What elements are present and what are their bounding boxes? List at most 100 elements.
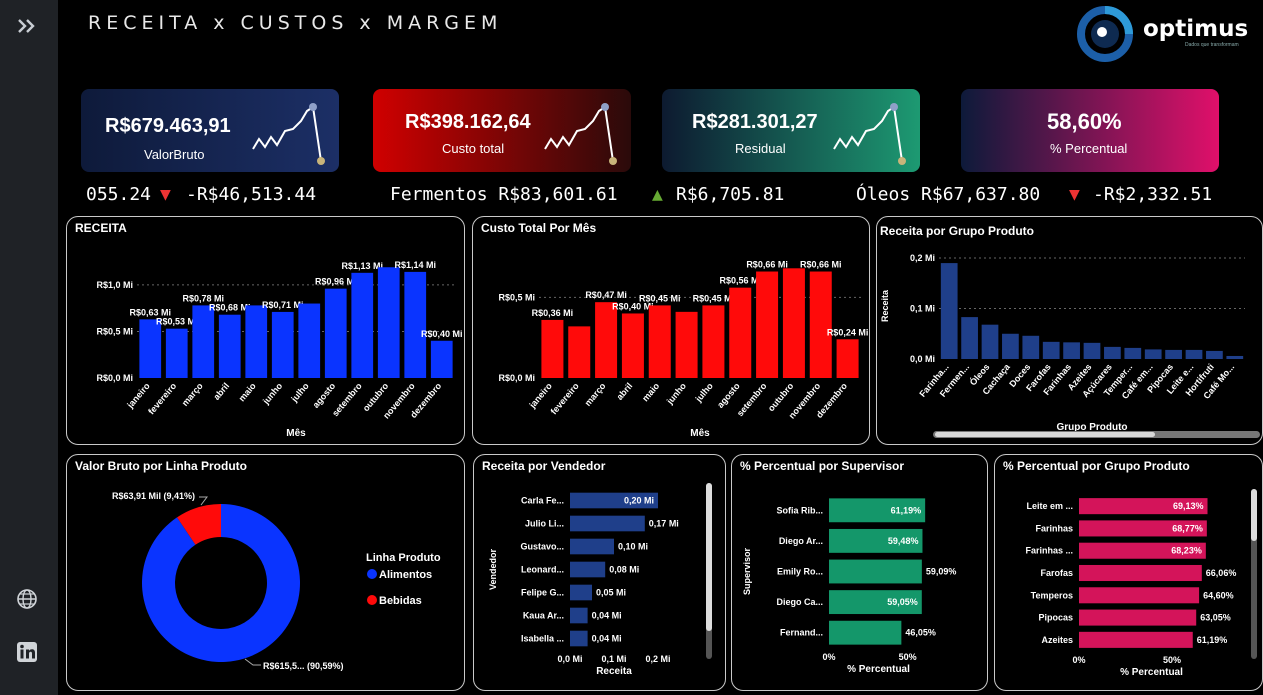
bar: [981, 324, 999, 359]
y-axis-label: Receita: [880, 289, 890, 322]
bar: [829, 498, 926, 523]
ticker: 055.24 ▼ -R$46,513.44 Fermentos R$83,601…: [60, 182, 1263, 208]
y-tick-label: Leonard...: [521, 565, 564, 575]
down-arrow-icon: ▼: [160, 184, 171, 205]
globe-icon[interactable]: [14, 586, 40, 612]
ticker-item: Óleos R$67,637.80: [856, 184, 1041, 205]
bar: [675, 311, 698, 378]
x-tick-label: julho: [693, 380, 715, 404]
y-tick-label: Kaua Ar...: [523, 611, 564, 621]
y-axis-label: Supervisor: [742, 548, 752, 596]
data-label: R$0,71 Mi: [262, 300, 304, 310]
kpi-value: R$281.301,27: [692, 111, 818, 133]
y-tick-label: Diego Ca...: [776, 597, 823, 607]
data-label: R$0,78 Mi: [182, 293, 224, 303]
optimus-logo-icon: [1077, 6, 1133, 62]
bar: [829, 590, 922, 615]
data-label: 0,04 Mi: [592, 634, 622, 644]
bar: [1079, 609, 1197, 626]
x-axis-label: Mês: [690, 428, 710, 439]
data-label: R$0,40 Mi: [612, 301, 654, 311]
bar: [1079, 564, 1202, 582]
horizontal-scrollbar[interactable]: [933, 431, 1260, 438]
down-arrow-icon: ▼: [1069, 184, 1080, 205]
data-label: 46,05%: [905, 628, 936, 638]
supervisor-chart: Sofia Rib... 61,19% Diego Ar... 59,48% Emily…: [742, 498, 956, 675]
bar: [1022, 335, 1040, 359]
sparkline-icon: [544, 103, 617, 165]
bar: [568, 326, 591, 378]
bar: [1206, 350, 1223, 359]
sidebar: [0, 0, 58, 695]
bar: [1042, 341, 1060, 359]
data-label: 61,19%: [891, 505, 922, 515]
bar: [1079, 520, 1207, 537]
bar: [1144, 349, 1162, 359]
x-tick-label: fevereiro: [549, 380, 581, 416]
x-tick-label: junho: [664, 380, 688, 406]
bar: [430, 340, 453, 378]
data-label: R$0,66 Mi: [746, 260, 788, 270]
x-tick-label: 50%: [1163, 655, 1181, 665]
bar: [570, 515, 645, 532]
data-label: R$0,24 Mi: [827, 327, 869, 337]
vertical-scrollbar[interactable]: [1251, 489, 1257, 659]
data-label: 68,77%: [1172, 523, 1203, 533]
bar: [570, 607, 588, 624]
bar: [829, 559, 922, 584]
x-tick-label: 0,0 Mi: [557, 654, 582, 664]
x-tick-label: janeiro: [527, 380, 555, 410]
bar: [829, 528, 923, 553]
data-label: R$0,45 Mi: [693, 293, 735, 303]
data-label: 0,20 Mi: [624, 496, 654, 506]
scrollbar-thumb[interactable]: [935, 432, 1155, 437]
linkedin-icon[interactable]: [14, 639, 40, 665]
data-label: 59,05%: [887, 597, 918, 607]
legend-item: Bebidas: [379, 595, 422, 607]
kpi-card-custo-total: R$398.162,64 Custo total: [373, 89, 631, 172]
chevrons-right-icon[interactable]: [14, 13, 40, 39]
data-label: 0,05 Mi: [596, 588, 626, 598]
x-tick-label: 50%: [899, 652, 917, 662]
ticker-delta: R$6,705.81: [676, 184, 785, 205]
y-tick-label: Fernand...: [780, 628, 823, 638]
vertical-scrollbar[interactable]: [706, 483, 712, 659]
bar: [377, 267, 400, 378]
data-label: R$0,45 Mi: [639, 293, 681, 303]
slice-bebidas: [176, 504, 221, 545]
y-tick-label: Diego Ar...: [779, 536, 823, 546]
bar: [1124, 347, 1142, 359]
data-label: 0,08 Mi: [609, 565, 639, 575]
panel-vendedor: Receita por Vendedor Carla Fe... 0,20 Mi J…: [473, 454, 726, 691]
bar: [1165, 349, 1182, 359]
data-label: 68,23%: [1171, 546, 1202, 556]
data-label: R$0,36 Mi: [532, 308, 574, 318]
y-axis-label: Vendedor: [488, 549, 498, 591]
kpi-value: R$679.463,91: [105, 115, 231, 137]
vendedor-chart: Carla Fe... 0,20 Mi Julio Li... 0,17 Mi Gust…: [488, 492, 679, 677]
bar: [139, 319, 162, 378]
bar: [756, 271, 779, 378]
data-label: 0,17 Mi: [649, 519, 679, 529]
y-tick-label: R$1,0 Mi: [96, 280, 133, 290]
scrollbar-thumb[interactable]: [706, 483, 712, 631]
bar: [298, 303, 321, 378]
y-tick-label: R$0,5 Mi: [96, 326, 133, 336]
panel-grupo: Receita por Grupo Produto 0,0 Mi 0,1 Mi 0,…: [876, 216, 1263, 445]
x-tick-label: 0,1 Mi: [601, 654, 626, 664]
bar: [218, 314, 241, 378]
kpi-label: Custo total: [442, 141, 505, 156]
x-axis-label: % Percentual: [847, 664, 910, 675]
bar: [245, 305, 268, 378]
bar: [570, 492, 658, 509]
data-label: 64,60%: [1203, 590, 1234, 600]
kpi-card-valor-bruto: R$679.463,91 ValorBruto: [81, 89, 339, 172]
y-tick-label: R$0,5 Mi: [498, 292, 535, 302]
logo: optimus Dados que transformam: [1075, 4, 1248, 62]
scrollbar-thumb[interactable]: [1251, 489, 1257, 541]
ticker-delta: -R$46,513.44: [186, 184, 317, 205]
x-tick-label: junho: [260, 380, 284, 406]
data-label: R$0,68 Mi: [209, 303, 251, 313]
y-tick-label: R$0,0 Mi: [498, 373, 535, 383]
data-label: R$0,96 Mi: [315, 277, 357, 287]
